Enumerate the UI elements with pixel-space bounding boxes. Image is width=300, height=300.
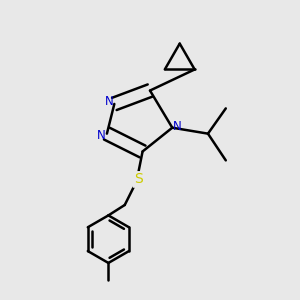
Text: N: N (97, 129, 106, 142)
Text: N: N (105, 95, 113, 108)
Text: S: S (134, 172, 142, 186)
Text: N: N (173, 120, 182, 133)
